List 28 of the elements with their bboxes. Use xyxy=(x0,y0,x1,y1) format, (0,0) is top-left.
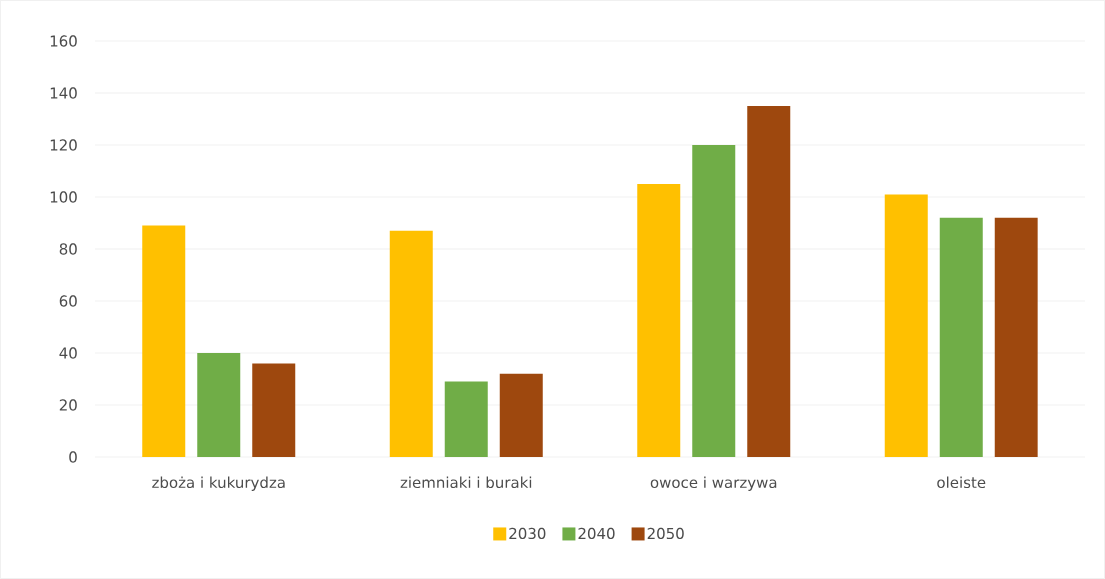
bar xyxy=(197,353,241,457)
y-tick-label: 80 xyxy=(59,243,77,255)
legend-label: 2030 xyxy=(509,527,546,540)
legend-label: 2040 xyxy=(578,527,615,540)
x-tick-label: oleiste xyxy=(937,476,986,489)
y-tick-label: 60 xyxy=(59,295,77,307)
bar xyxy=(444,381,488,457)
legend-label: 2050 xyxy=(647,527,684,540)
x-tick-label: owoce i warzywa xyxy=(650,476,777,491)
bar xyxy=(389,230,433,457)
bar xyxy=(994,217,1038,457)
bar xyxy=(637,184,681,457)
bar xyxy=(142,225,186,457)
y-tick-label: 140 xyxy=(50,87,77,99)
y-tick-label: 160 xyxy=(50,35,77,47)
x-tick-label: zboża i kukurydza xyxy=(152,476,285,491)
bar xyxy=(884,194,928,457)
y-tick-label: 100 xyxy=(50,191,77,203)
bar xyxy=(747,106,791,457)
bar xyxy=(499,373,543,457)
y-tick-label: 40 xyxy=(59,347,77,359)
x-tick-label: ziemniaki i buraki xyxy=(400,476,532,489)
y-tick-label: 120 xyxy=(50,139,77,151)
bar xyxy=(939,217,983,457)
bar xyxy=(692,145,736,457)
y-tick-label: 0 xyxy=(69,451,77,463)
bar xyxy=(252,363,296,457)
y-tick-label: 20 xyxy=(59,399,77,411)
